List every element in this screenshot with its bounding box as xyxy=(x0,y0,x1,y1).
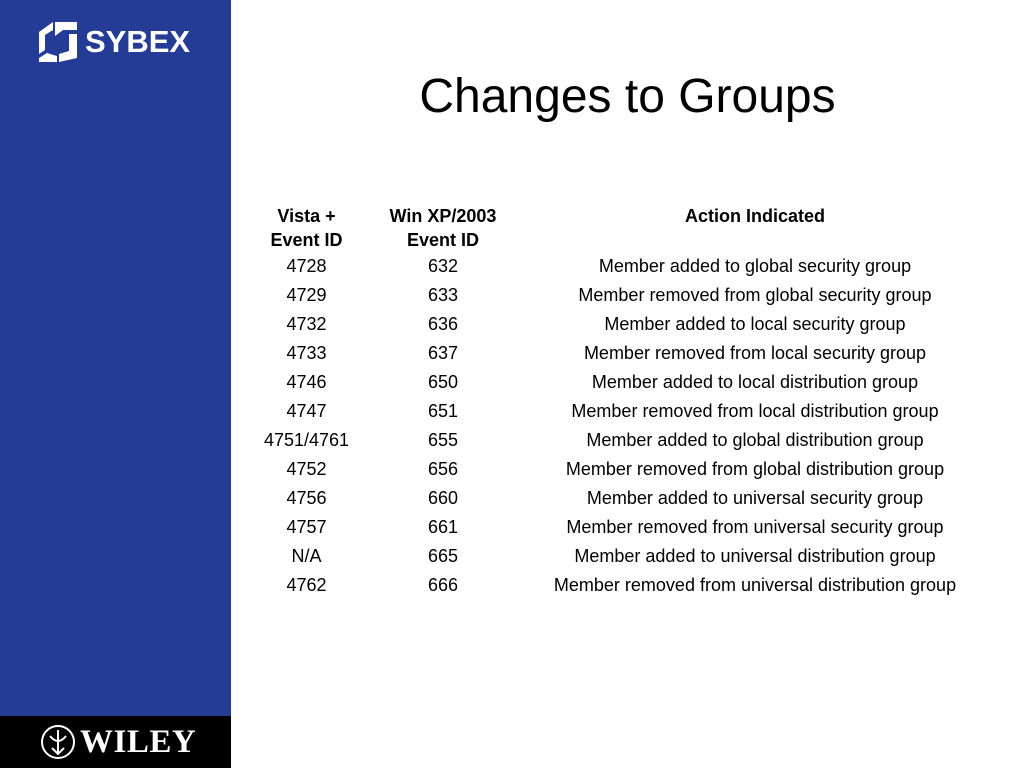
table-row: 4729 633 Member removed from global securi… xyxy=(250,281,987,310)
cell-vista-event-id: 4756 xyxy=(286,488,327,508)
wiley-footer-bar xyxy=(0,716,231,768)
table-row: 4732 636 Member added to local security gr… xyxy=(250,310,987,339)
sybex-wordmark: SYBEX xyxy=(85,24,191,59)
header-action-indicated: Action Indicated xyxy=(684,206,825,226)
cell-action-indicated: Member removed from global security grou… xyxy=(578,285,932,305)
cell-vista-event-id: 4752 xyxy=(286,459,327,479)
wiley-wordmark: WILEY xyxy=(80,723,197,760)
table-row: 4762 666 Member removed from universal dis… xyxy=(250,571,987,600)
cell-vista-event-id: 4733 xyxy=(286,343,327,363)
cell-action-indicated: Member removed from global distribution … xyxy=(565,459,945,479)
cell-winxp-event-id: 661 xyxy=(427,517,459,537)
table-row: 4752 656 Member removed from global distri… xyxy=(250,455,987,484)
cell-winxp-event-id: 665 xyxy=(427,546,459,566)
cell-action-indicated: Member removed from universal security g… xyxy=(566,517,944,537)
cell-vista-event-id: 4746 xyxy=(286,372,327,392)
table-body: 4728 632 Member added to global security g… xyxy=(250,252,987,600)
cell-winxp-event-id: 666 xyxy=(427,575,459,595)
cell-vista-event-id: 4762 xyxy=(286,575,327,595)
cell-vista-event-id: 4728 xyxy=(286,256,327,276)
sidebar-panel xyxy=(0,0,231,768)
wiley-logo: WILEY xyxy=(40,722,196,762)
sybex-logo: SYBEX xyxy=(33,17,190,67)
cell-action-indicated: Member removed from local security group xyxy=(583,343,927,363)
cell-vista-event-id: 4747 xyxy=(286,401,327,421)
table-row: 4733 637 Member removed from local securit… xyxy=(250,339,987,368)
cell-action-indicated: Member added to global distribution grou… xyxy=(586,430,924,450)
event-id-table: Vista + Event ID Win XP/2003 Event ID Ac… xyxy=(250,204,987,600)
wiley-seal-icon xyxy=(41,725,75,759)
cell-vista-event-id: 4751/4761 xyxy=(263,430,350,450)
cell-winxp-event-id: 633 xyxy=(427,285,459,305)
cell-action-indicated: Member added to local distribution group xyxy=(591,372,919,392)
table-header-row: Vista + Event ID Win XP/2003 Event ID Ac… xyxy=(250,204,987,252)
cell-vista-event-id: 4729 xyxy=(286,285,327,305)
cell-winxp-event-id: 637 xyxy=(427,343,459,363)
cell-action-indicated: Member added to universal distribution g… xyxy=(574,546,936,566)
table-row: 4751/4761 655 Member added to global distr… xyxy=(250,426,987,455)
cell-winxp-event-id: 655 xyxy=(427,430,459,450)
table-row: 4728 632 Member added to global security g… xyxy=(250,252,987,281)
cell-action-indicated: Member removed from universal distributi… xyxy=(553,575,957,595)
cell-action-indicated: Member added to global security group xyxy=(598,256,912,276)
cell-vista-event-id: 4732 xyxy=(286,314,327,334)
header-winxp-event-id: Win XP/2003 Event ID xyxy=(389,206,497,250)
cell-vista-event-id: 4757 xyxy=(286,517,327,537)
sybex-mark-icon xyxy=(39,22,77,62)
cell-winxp-event-id: 650 xyxy=(427,372,459,392)
table-row: 4746 650 Member added to local distributio… xyxy=(250,368,987,397)
cell-vista-event-id: N/A xyxy=(291,546,322,566)
cell-winxp-event-id: 632 xyxy=(427,256,459,276)
cell-winxp-event-id: 656 xyxy=(427,459,459,479)
slide-title: Changes to Groups xyxy=(419,70,836,123)
cell-action-indicated: Member removed from local distribution g… xyxy=(571,401,939,421)
table-row: 4756 660 Member added to universal securit… xyxy=(250,484,987,513)
cell-action-indicated: Member added to universal security group xyxy=(586,488,924,508)
cell-action-indicated: Member added to local security group xyxy=(604,314,906,334)
table-row: 4757 661 Member removed from universal sec… xyxy=(250,513,987,542)
cell-winxp-event-id: 636 xyxy=(427,314,459,334)
table-row: N/A 665 Member added to universal distribu… xyxy=(250,542,987,571)
table-row: 4747 651 Member removed from local distrib… xyxy=(250,397,987,426)
cell-winxp-event-id: 660 xyxy=(427,488,459,508)
cell-winxp-event-id: 651 xyxy=(427,401,459,421)
header-vista-event-id: Vista + Event ID xyxy=(270,206,343,250)
